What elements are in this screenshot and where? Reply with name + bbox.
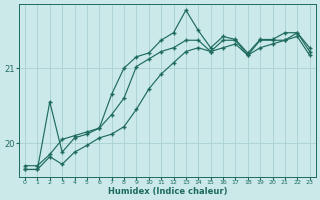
X-axis label: Humidex (Indice chaleur): Humidex (Indice chaleur) xyxy=(108,187,227,196)
